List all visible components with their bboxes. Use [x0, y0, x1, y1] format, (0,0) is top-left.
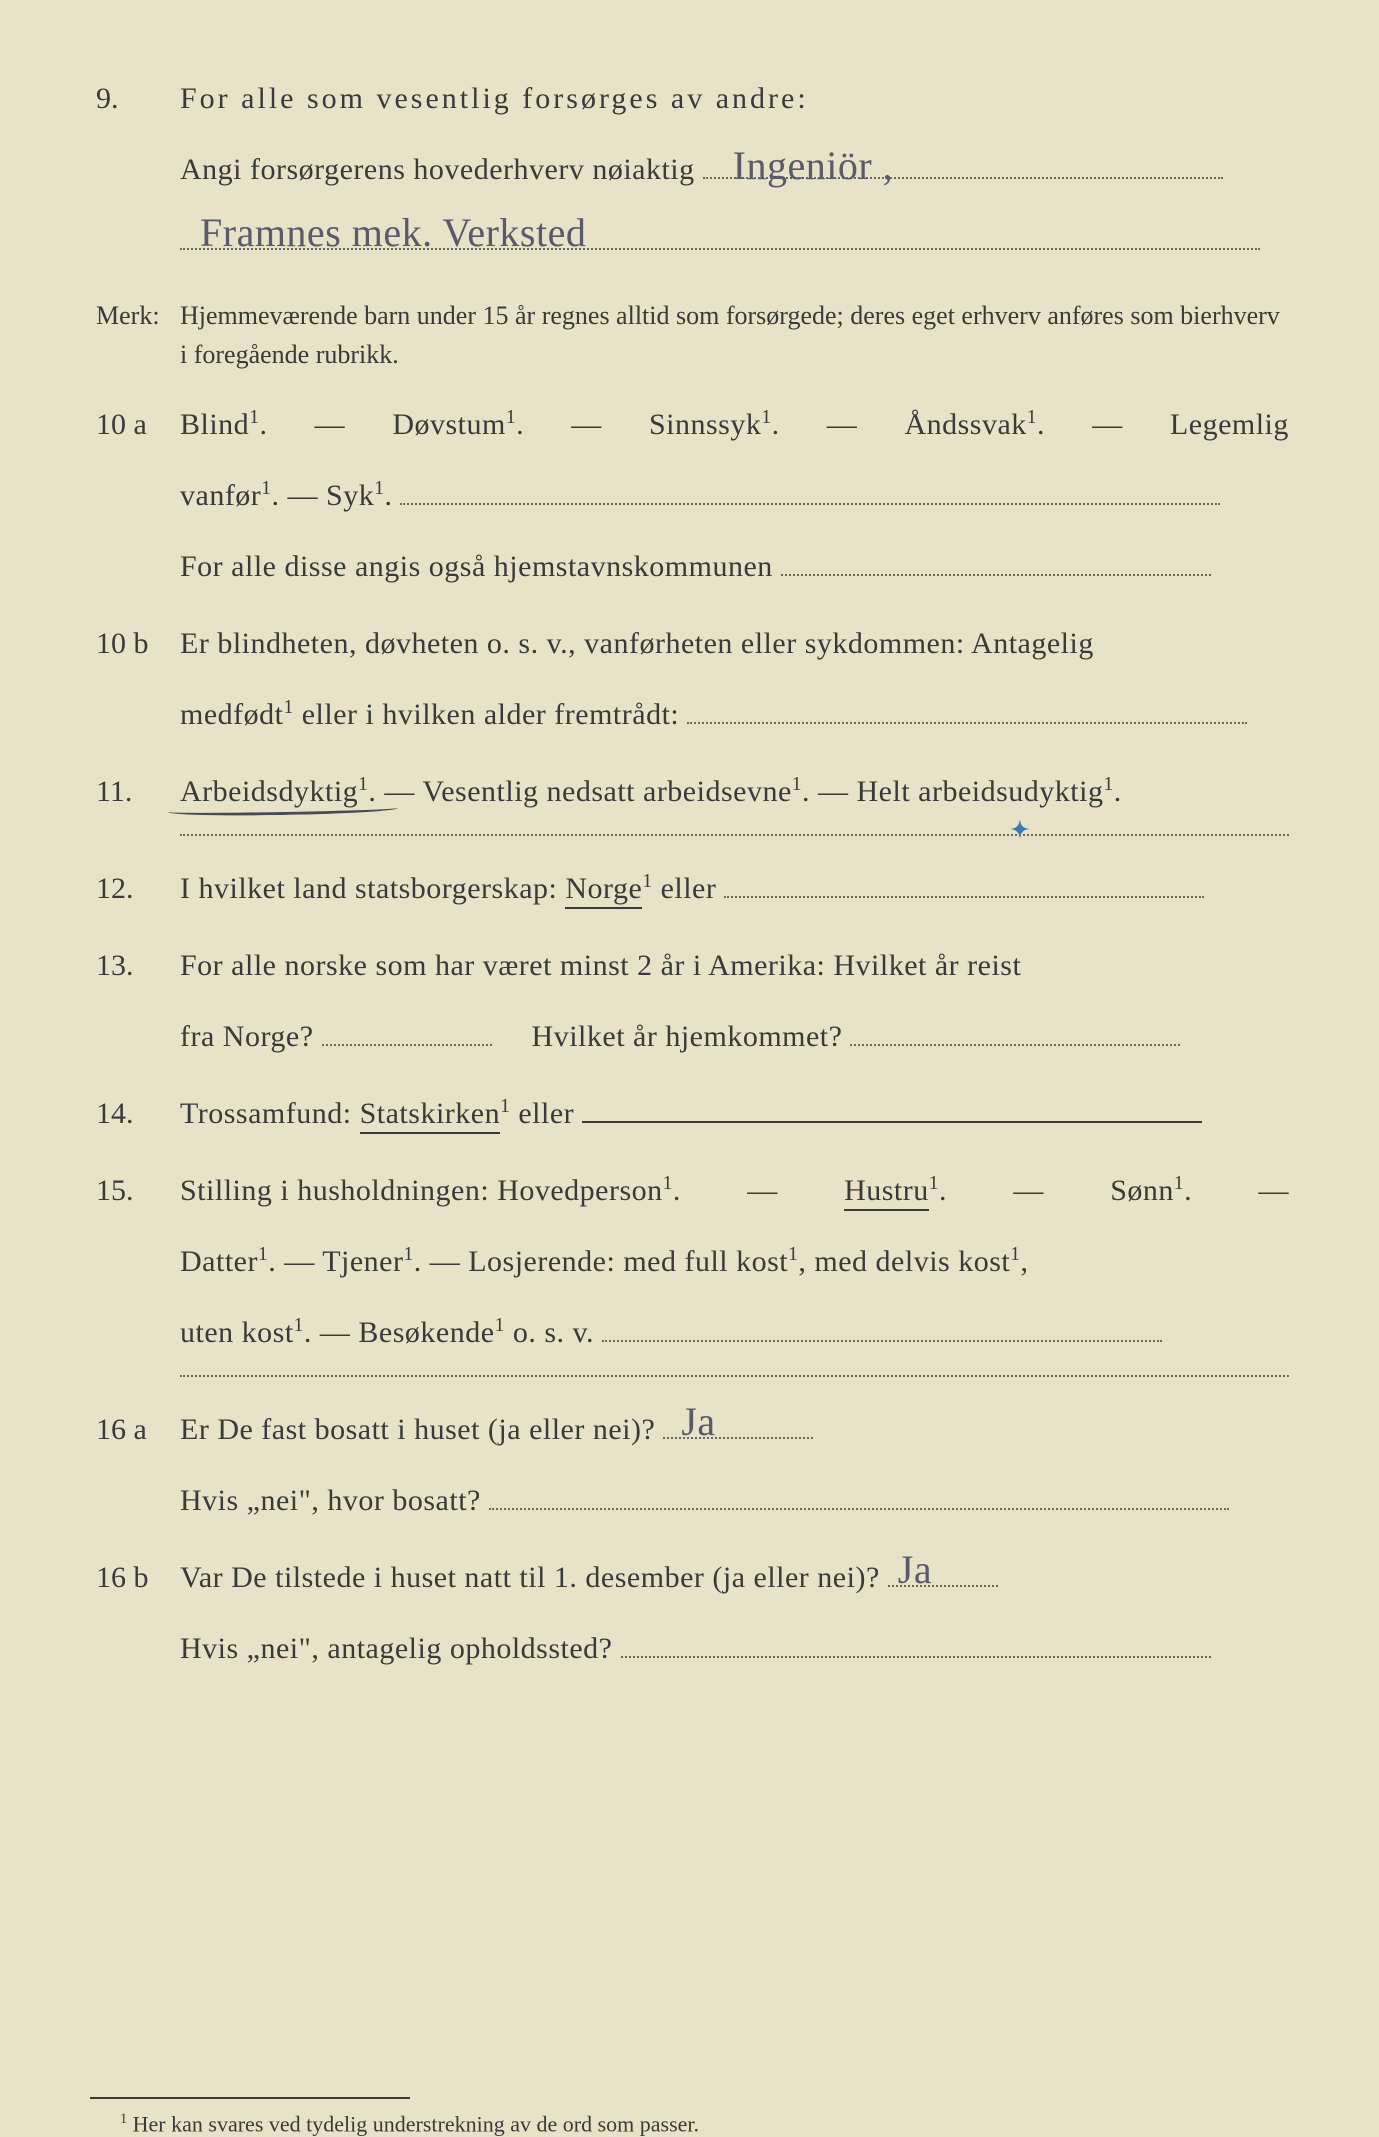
- q16a-handwriting: Ja: [681, 1384, 715, 1460]
- divider-after-15: [180, 1375, 1289, 1377]
- opt-andssvak[interactable]: Åndssvak: [904, 408, 1026, 441]
- q16a-number: 16 a: [90, 1401, 180, 1458]
- q10a-blank2[interactable]: [781, 543, 1211, 576]
- q9-answer-line2[interactable]: Framnes mek. Verksted: [180, 217, 1260, 250]
- q16b-number: 16 b: [90, 1549, 180, 1606]
- opt-sonn[interactable]: Sønn: [1110, 1174, 1174, 1207]
- q9-number: 9.: [90, 70, 180, 127]
- q12-blank[interactable]: [724, 865, 1204, 898]
- q10b-number: 10 b: [90, 615, 180, 672]
- q14-blank[interactable]: [582, 1121, 1202, 1123]
- opt-hustru[interactable]: Hustru: [844, 1174, 929, 1211]
- divider-after-11: [180, 834, 1289, 836]
- q16b-blank1[interactable]: Ja: [888, 1554, 998, 1587]
- opt-blind[interactable]: Blind: [180, 408, 249, 441]
- footnote: 1 Her kan svares ved tydelig understrekn…: [90, 2111, 1289, 2137]
- q9-line2: Angi forsørgerens hovederhverv nøiaktig …: [90, 141, 1289, 198]
- q9-handwriting1: Ingeniör ,: [733, 128, 894, 204]
- q14-number: 14.: [90, 1085, 180, 1142]
- q15-number: 15.: [90, 1162, 180, 1219]
- q10a-line2: vanfør1. — Syk1.: [90, 467, 1289, 524]
- opt-vanfor[interactable]: vanfør: [180, 479, 261, 512]
- q13-blank2[interactable]: [850, 1013, 1180, 1046]
- q9-handwriting2: Framnes mek. Verksted: [200, 195, 586, 271]
- opt-full-kost[interactable]: Losjerende: med full kost: [468, 1245, 788, 1278]
- q16a-line1: 16 a Er De fast bosatt i huset (ja eller…: [90, 1401, 1289, 1458]
- q11-number: 11.: [90, 763, 180, 820]
- q9-text1: For alle som vesentlig forsørges av andr…: [180, 70, 1289, 127]
- blue-mark: ✦: [1011, 809, 1029, 851]
- opt-sinnssyk[interactable]: Sinnssyk: [649, 408, 761, 441]
- opt-tjener[interactable]: Tjener: [322, 1245, 403, 1278]
- merk-label: Merk:: [90, 291, 180, 340]
- q16b-line1: 16 b Var De tilstede i huset natt til 1.…: [90, 1549, 1289, 1606]
- opt-norge[interactable]: Norge: [565, 872, 642, 909]
- opt-syk[interactable]: Syk: [326, 479, 374, 512]
- q9-text2: Angi forsørgerens hovederhverv nøiaktig …: [180, 141, 1289, 198]
- q13-line1: 13. For alle norske som har været minst …: [90, 937, 1289, 994]
- q10a-line3: For alle disse angis også hjemstavnskomm…: [90, 538, 1289, 595]
- opt-dovstum[interactable]: Døvstum: [392, 408, 506, 441]
- opt-datter[interactable]: Datter: [180, 1245, 258, 1278]
- opt-statskirken[interactable]: Statskirken: [360, 1097, 501, 1134]
- opt-nedsatt[interactable]: Vesentlig nedsatt arbeidsevne: [422, 775, 791, 808]
- q13-number: 13.: [90, 937, 180, 994]
- q15-line2: Datter1. — Tjener1. — Losjerende: med fu…: [90, 1233, 1289, 1290]
- opt-udyktig[interactable]: Helt arbeidsudyktig: [857, 775, 1104, 808]
- q15-blank[interactable]: [602, 1309, 1162, 1342]
- q9-line1: 9. For alle som vesentlig forsørges av a…: [90, 70, 1289, 127]
- q10a-number: 10 a: [90, 396, 180, 453]
- q10b-line2: medfødt1 eller i hvilken alder fremtrådt…: [90, 686, 1289, 743]
- q16b-handwriting: Ja: [898, 1532, 932, 1608]
- q12-number: 12.: [90, 860, 180, 917]
- q11-row: 11. Arbeidsdyktig1. — Vesentlig nedsatt …: [90, 763, 1289, 820]
- q12-row: 12. I hvilket land statsborgerskap: Norg…: [90, 860, 1289, 917]
- q15-line1: 15. Stilling i husholdningen: Hovedperso…: [90, 1162, 1289, 1219]
- opt-besokende[interactable]: Besøkende: [358, 1316, 494, 1349]
- opt-uten-kost[interactable]: uten kost: [180, 1316, 294, 1349]
- q16a-blank1[interactable]: Ja: [663, 1406, 813, 1439]
- opt-legemlig: Legemlig: [1170, 396, 1289, 453]
- opt-arbeidsdyktig[interactable]: Arbeidsdyktig: [180, 775, 358, 808]
- q13-line2: fra Norge? Hvilket år hjemkommet?: [90, 1008, 1289, 1065]
- q10b-blank[interactable]: [687, 691, 1247, 724]
- q10a-blank1[interactable]: [400, 472, 1220, 505]
- merk-text: Hjemmeværende barn under 15 år regnes al…: [180, 296, 1289, 374]
- q9-line3: Framnes mek. Verksted: [90, 212, 1289, 269]
- q16b-line2: Hvis „nei", antagelig opholdssted?: [90, 1620, 1289, 1677]
- q15-line3: uten kost1. — Besøkende1 o. s. v.: [90, 1304, 1289, 1361]
- q10b-line1: 10 b Er blindheten, døvheten o. s. v., v…: [90, 615, 1289, 672]
- footnote-rule: [90, 2097, 410, 2099]
- q13-blank1[interactable]: [322, 1013, 492, 1046]
- q10a-line1: 10 a Blind1. — Døvstum1. — Sinnssyk1. — …: [90, 396, 1289, 453]
- opt-medfodt[interactable]: medfødt: [180, 698, 283, 731]
- merk-row: Merk: Hjemmeværende barn under 15 år reg…: [90, 291, 1289, 374]
- opt-delvis-kost[interactable]: med delvis kost: [814, 1245, 1010, 1278]
- q9-answer-line1[interactable]: Ingeniör ,: [703, 146, 1223, 179]
- q16a-line2: Hvis „nei", hvor bosatt?: [90, 1472, 1289, 1529]
- q14-row: 14. Trossamfund: Statskirken1 eller: [90, 1085, 1289, 1142]
- q16b-blank2[interactable]: [621, 1625, 1211, 1658]
- q16a-blank2[interactable]: [489, 1477, 1229, 1510]
- census-form-page: 9. For alle som vesentlig forsørges av a…: [90, 70, 1289, 2008]
